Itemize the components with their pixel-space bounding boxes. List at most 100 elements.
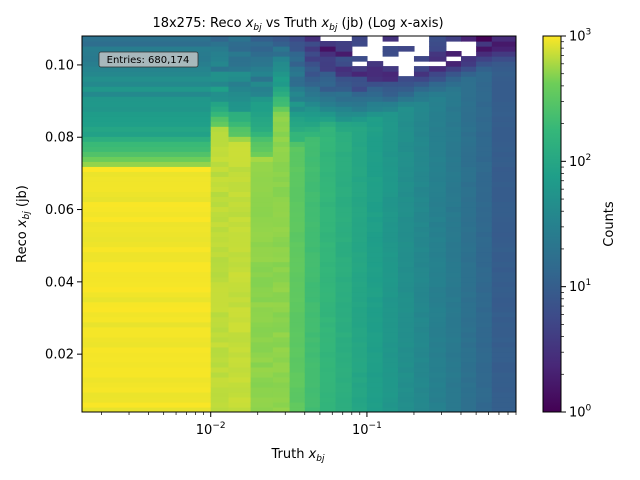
heatmap-cell — [460, 371, 477, 378]
heatmap-cell — [289, 246, 306, 253]
heatmap-cell — [289, 326, 306, 333]
colorbar-tick-label: 103 — [569, 28, 591, 45]
heatmap-cell — [397, 266, 415, 273]
heatmap-cell — [382, 266, 399, 273]
heatmap-cell — [289, 76, 306, 82]
heatmap-cell — [445, 231, 462, 238]
heatmap-cell — [335, 201, 353, 208]
heatmap-cell — [413, 76, 430, 82]
heatmap-cell — [210, 316, 230, 323]
heatmap-cell — [304, 171, 321, 177]
heatmap-cell — [319, 346, 337, 353]
heatmap-cell — [476, 66, 493, 72]
heatmap-cell — [397, 111, 415, 117]
heatmap-cell — [335, 386, 353, 393]
heatmap-cell — [476, 221, 493, 228]
heatmap-cell — [228, 401, 252, 408]
heatmap-cell — [228, 146, 252, 152]
y-tick-label: 0.08 — [45, 131, 74, 146]
heatmap-cell — [413, 216, 430, 223]
heatmap-cell — [445, 241, 462, 248]
heatmap-cell — [476, 131, 493, 137]
heatmap-cell — [382, 371, 399, 378]
heatmap-cell — [351, 176, 368, 182]
heatmap-cell — [82, 41, 212, 47]
heatmap-cell — [228, 121, 252, 127]
heatmap-cell — [476, 76, 493, 82]
heatmap-cell — [304, 61, 321, 67]
heatmap-cell — [397, 371, 415, 378]
heatmap-cell — [82, 171, 212, 177]
heatmap-cell — [319, 386, 337, 393]
heatmap-cell — [382, 176, 399, 182]
heatmap-cell — [397, 241, 415, 248]
heatmap-cell — [460, 121, 477, 127]
heatmap-cell — [272, 346, 291, 353]
heatmap-cell — [476, 61, 493, 67]
heatmap-cell — [82, 81, 212, 87]
heatmap-cell — [304, 76, 321, 82]
heatmap-cell — [445, 71, 462, 77]
heatmap-cell — [413, 121, 430, 127]
heatmap-cell — [413, 111, 430, 117]
heatmap-cell — [366, 241, 384, 248]
heatmap-cell — [460, 356, 477, 363]
heatmap-cell — [210, 381, 230, 388]
heatmap-cell — [429, 51, 447, 57]
heatmap-cell — [445, 111, 462, 117]
heatmap-cell — [351, 211, 368, 218]
heatmap-cell — [319, 271, 337, 278]
heatmap-cell — [289, 386, 306, 393]
heatmap-cell — [82, 101, 212, 107]
heatmap-cell — [413, 211, 430, 218]
heatmap-cell — [82, 301, 212, 308]
heatmap-cell — [319, 91, 337, 97]
heatmap-cell — [397, 156, 415, 162]
heatmap-cell — [335, 126, 353, 132]
heatmap-cell — [413, 301, 430, 308]
heatmap-cell — [304, 251, 321, 258]
heatmap-cell — [335, 166, 353, 172]
heatmap-cell — [460, 351, 477, 358]
heatmap-cell — [319, 181, 337, 187]
heatmap-cell — [82, 136, 212, 142]
heatmap-cell — [228, 41, 252, 47]
x-axis-ticks: 10−2 10−1 — [101, 412, 517, 438]
heatmap-cell — [445, 176, 462, 182]
heatmap-cell — [304, 281, 321, 288]
heatmap-cell — [304, 221, 321, 228]
heatmap-cell — [82, 311, 212, 318]
heatmap-cell — [476, 196, 493, 203]
heatmap-cell — [366, 186, 384, 193]
heatmap-cell — [460, 181, 477, 187]
heatmap-cell — [491, 281, 516, 288]
heatmap-cell — [319, 56, 337, 62]
heatmap-cell — [491, 76, 516, 82]
heatmap-cell — [366, 286, 384, 293]
heatmap-cell — [382, 261, 399, 268]
heatmap-cell — [319, 266, 337, 273]
heatmap-cell — [491, 271, 516, 278]
heatmap-cell — [289, 221, 306, 228]
heatmap-cell — [228, 381, 252, 388]
heatmap-cell — [272, 366, 291, 373]
heatmap-cell — [250, 181, 274, 187]
heatmap-cell — [460, 321, 477, 328]
colorbar-ticks: 100 101 102 103 — [561, 28, 592, 421]
heatmap-cell — [335, 61, 353, 67]
heatmap-cell — [460, 151, 477, 157]
heatmap-cell — [210, 76, 230, 82]
heatmap-cell — [491, 406, 516, 412]
heatmap-cell — [460, 201, 477, 208]
heatmap-cell — [445, 296, 462, 303]
heatmap-cell — [319, 246, 337, 253]
heatmap-cell — [351, 131, 368, 137]
colorbar-tick-label: 102 — [569, 153, 591, 170]
heatmap-cell — [366, 201, 384, 208]
heatmap-cell — [429, 241, 447, 248]
heatmap-cell — [397, 106, 415, 112]
heatmap-cell — [319, 401, 337, 408]
heatmap-cell — [82, 251, 212, 258]
heatmap-cell — [491, 291, 516, 298]
heatmap-cell — [351, 236, 368, 243]
